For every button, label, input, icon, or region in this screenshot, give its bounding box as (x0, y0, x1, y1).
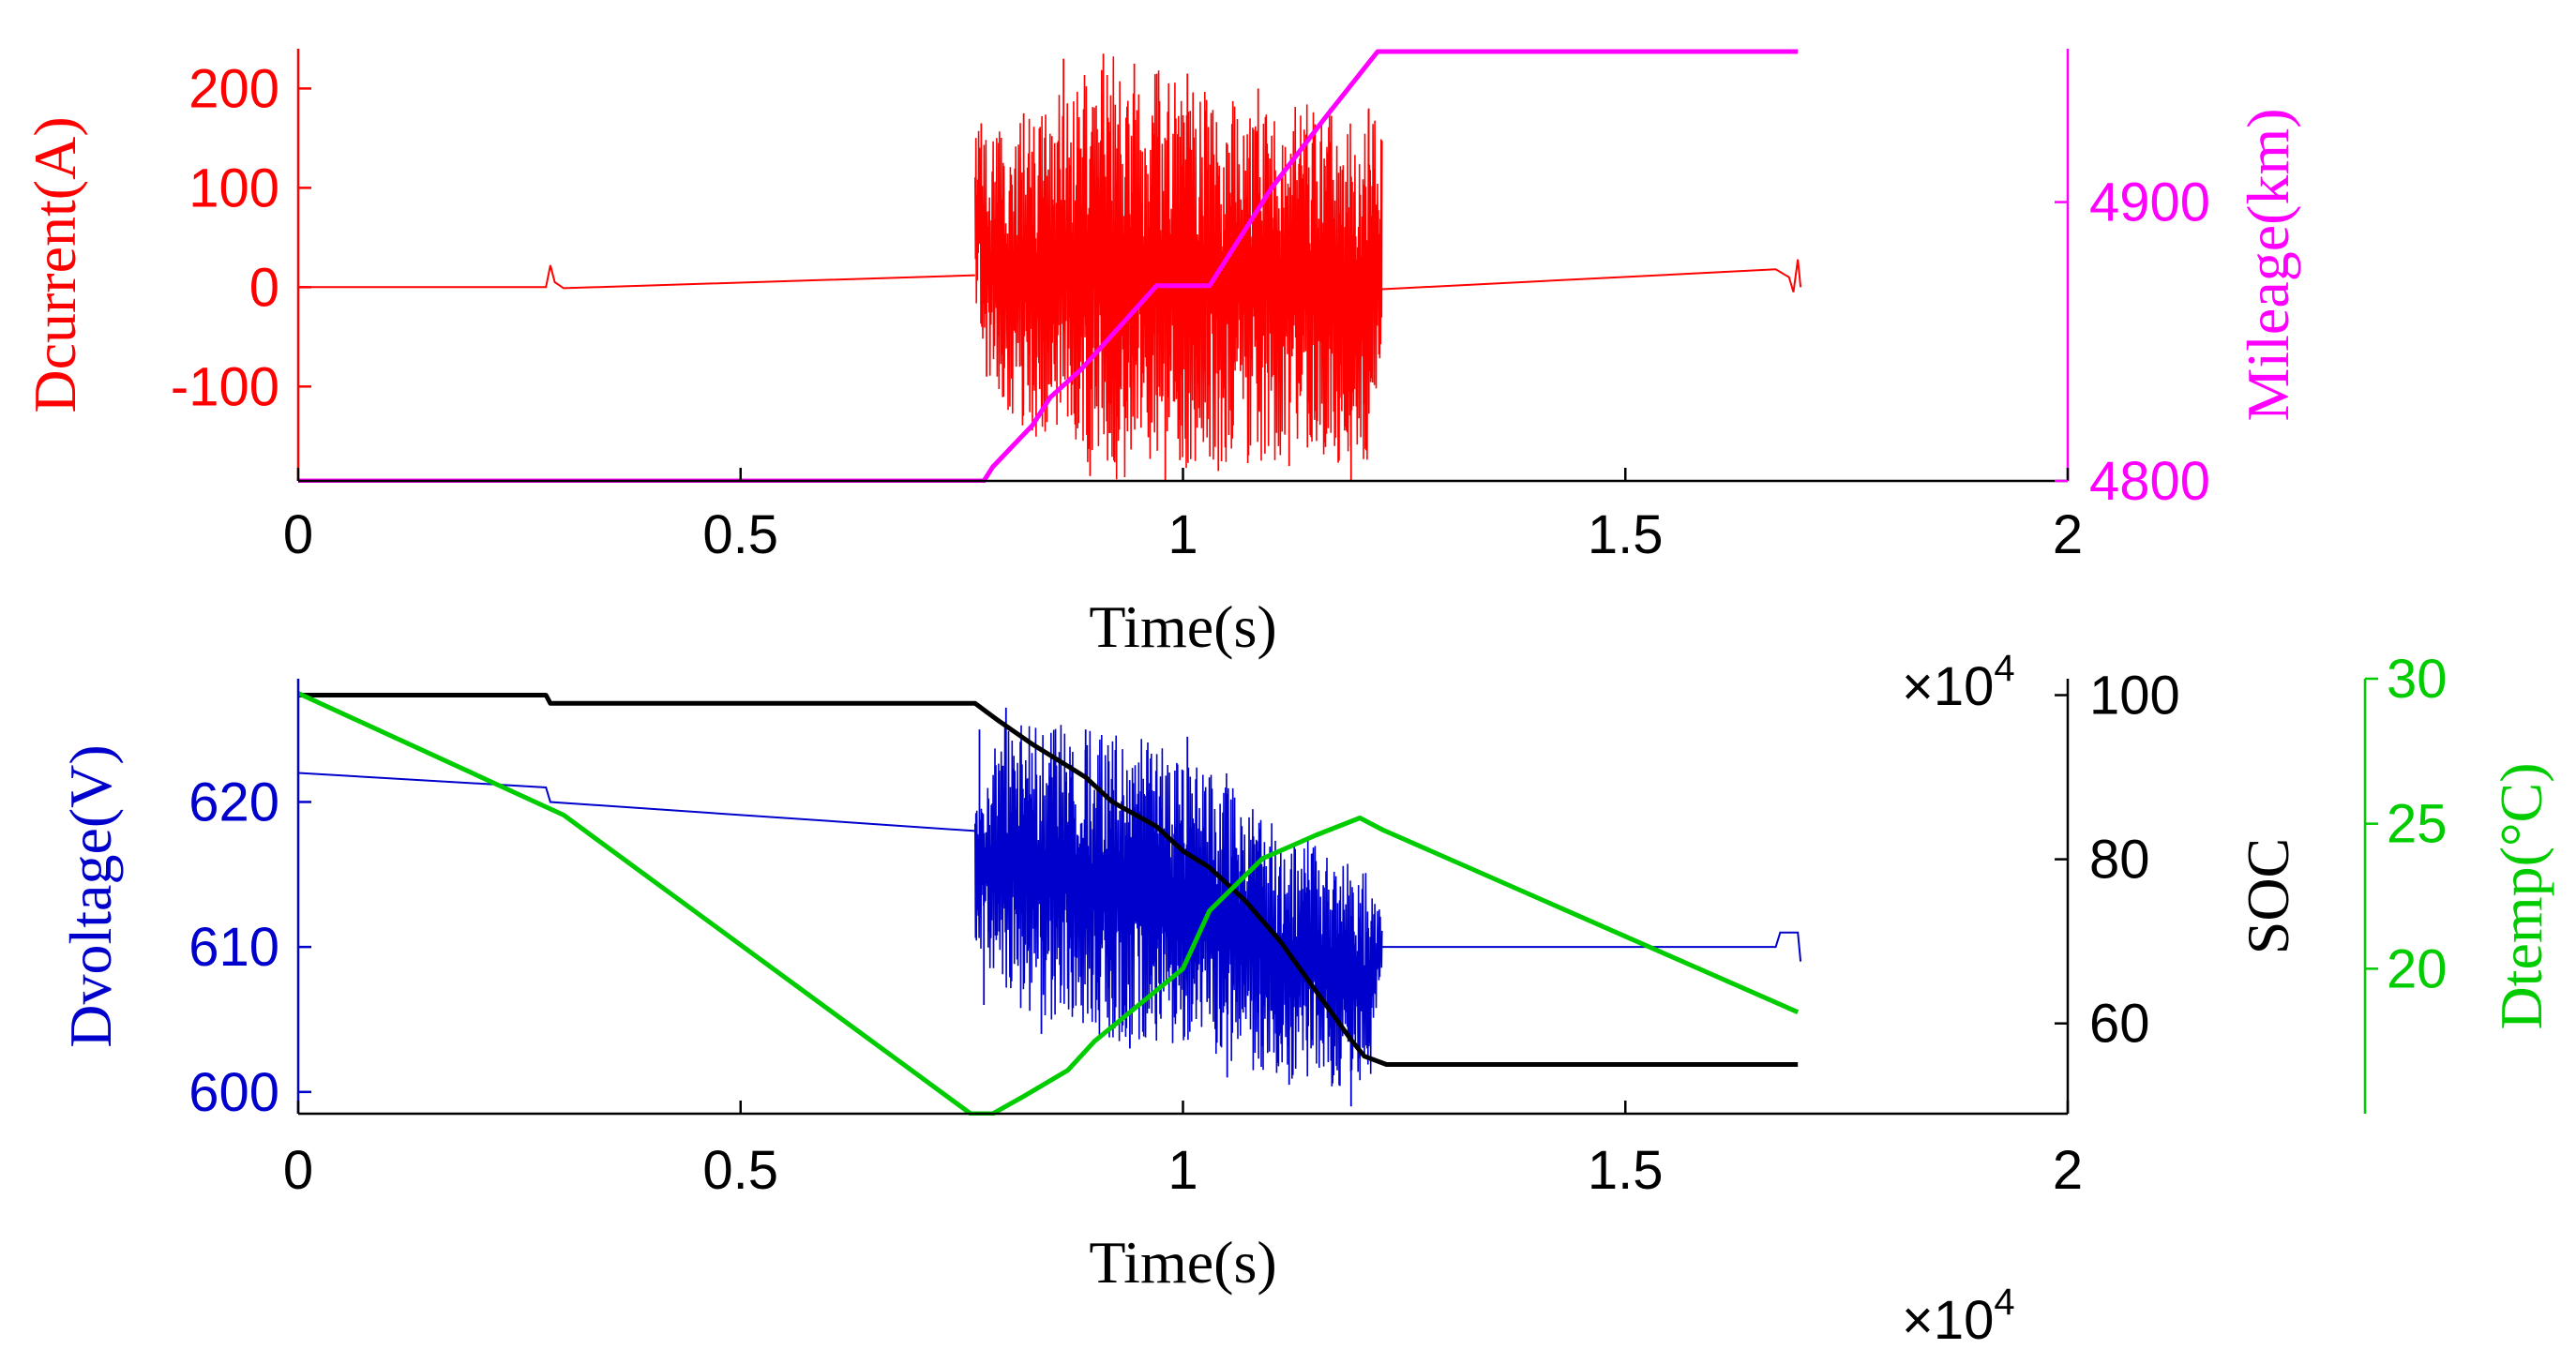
left-tick-label: 620 (188, 772, 279, 832)
x-multiplier-exponent: 4 (1994, 1282, 2014, 1323)
series-baseline-pre (298, 772, 975, 832)
series-line-right (298, 693, 1799, 1067)
right-tick-label: 100 (2089, 666, 2180, 727)
x-tick-label: 0 (283, 504, 313, 565)
right2-tick-label: 30 (2387, 649, 2448, 710)
series-baseline-post (1381, 259, 1802, 292)
x-tick-label: 2 (2053, 1140, 2083, 1201)
series-line-right (298, 49, 1799, 483)
right-tick-label: 80 (2089, 830, 2150, 891)
left-tick-label: 0 (249, 257, 279, 318)
left-axis-label: Dcurrent(A) (22, 116, 88, 412)
right-axis-label: SOC (2235, 838, 2301, 955)
x-multiplier: ×104 (1902, 1282, 2015, 1351)
left-tick-label: -100 (171, 356, 279, 417)
right2-tick-label: 25 (2387, 794, 2448, 855)
left-axis-label: Dvoltage(V) (57, 744, 124, 1047)
current-mileage-panel: 0 0.5 1 1.5 2 Time(s) ×104 -100 0 100 200 Dcurrent(… (22, 49, 2301, 717)
series-right (298, 49, 1799, 483)
x-tick-label: 0 (283, 1140, 313, 1201)
x-tick-label: 1.5 (1588, 504, 1664, 565)
x-axis-label: Time(s) (1089, 593, 1276, 660)
x-multiplier: ×104 (1902, 648, 2015, 717)
x-tick-label: 1 (1167, 504, 1198, 565)
series-left (298, 53, 1802, 481)
x-multiplier-base: ×10 (1902, 656, 1994, 717)
right-axis-label: Mileage(km) (2235, 108, 2301, 421)
x-tick-label: 2 (2053, 504, 2083, 565)
x-tick-label: 0.5 (702, 504, 778, 565)
left-tick-label: 200 (188, 58, 279, 119)
x-multiplier-exponent: 4 (1994, 648, 2014, 689)
right2-tick-label: 20 (2387, 938, 2448, 999)
right-tick-label: 4900 (2089, 172, 2210, 233)
right-tick-label: 60 (2089, 994, 2150, 1055)
voltage-soc-temp-panel: 0 0.5 1 1.5 2Time(s)×104600610620Dvoltage(V)… (57, 649, 2554, 1351)
series-baseline-pre (298, 264, 975, 290)
left-tick-label: 600 (188, 1062, 279, 1123)
x-tick-label: 1.5 (1588, 1140, 1664, 1201)
left-tick-label: 100 (188, 157, 279, 218)
series-right (298, 693, 1799, 1067)
right-tick-label: 4800 (2089, 451, 2210, 512)
series-oscillation (974, 722, 1383, 1087)
left-tick-label: 610 (188, 917, 279, 978)
right2-axis-label: Dtemp(°C) (2488, 762, 2554, 1029)
x-tick-label: 1 (1167, 1140, 1198, 1201)
x-axis-label: Time(s) (1089, 1229, 1276, 1296)
x-tick-label: 0.5 (702, 1140, 778, 1201)
x-multiplier-base: ×10 (1902, 1290, 1994, 1351)
